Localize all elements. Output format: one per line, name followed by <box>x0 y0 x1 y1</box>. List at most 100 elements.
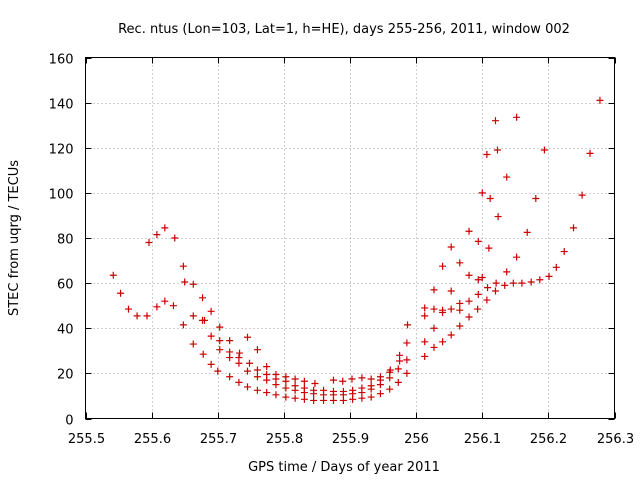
data-point <box>596 96 604 104</box>
data-point <box>199 350 207 358</box>
x-tick-label: 256.3 <box>597 432 634 447</box>
data-point <box>339 387 347 395</box>
data-point <box>465 271 473 279</box>
data-point <box>244 333 252 341</box>
data-point <box>161 297 169 305</box>
data-point <box>367 375 375 383</box>
data-point <box>485 244 493 252</box>
data-point <box>179 262 187 270</box>
data-point <box>421 338 429 346</box>
tick-labels: 255.5 255.6 255.7 255.8 255.9 256 256.1 256.2 25… <box>49 53 634 448</box>
grid <box>85 57 615 419</box>
data-point <box>484 284 492 292</box>
data-point <box>483 151 491 159</box>
data-point <box>263 371 271 379</box>
data-point <box>199 294 207 302</box>
data-point <box>394 365 402 373</box>
data-point <box>570 224 578 232</box>
y-tick-label: 120 <box>49 143 74 158</box>
data-point <box>253 366 261 374</box>
data-point <box>394 378 402 386</box>
data-point <box>447 287 455 295</box>
data-point <box>282 373 290 381</box>
data-point <box>430 324 438 332</box>
data-point <box>491 287 499 295</box>
data-point <box>404 321 412 329</box>
data-point <box>456 322 464 330</box>
data-point <box>447 305 455 313</box>
data-point <box>545 272 553 280</box>
data-point <box>272 371 280 379</box>
data-point <box>376 390 384 398</box>
data-point <box>189 280 197 288</box>
data-point <box>263 363 271 371</box>
data-point <box>536 276 544 284</box>
data-point <box>439 338 447 346</box>
data-point <box>421 304 429 312</box>
data-point <box>143 312 151 320</box>
data-point <box>456 306 464 314</box>
data-point <box>578 191 586 199</box>
y-tick-label: 40 <box>57 323 74 338</box>
data-point <box>291 382 299 390</box>
data-point <box>465 313 473 321</box>
data-point <box>216 323 224 331</box>
x-tick-label: 255.6 <box>134 432 171 447</box>
data-point <box>133 312 141 320</box>
data-point <box>236 349 244 357</box>
data-point <box>513 253 521 261</box>
x-tick-label: 255.9 <box>332 432 369 447</box>
data-point <box>503 173 511 181</box>
data-point <box>491 117 499 125</box>
data-point <box>179 321 187 329</box>
data-point <box>235 354 243 362</box>
data-point <box>282 393 290 401</box>
data-point <box>486 195 494 203</box>
data-point <box>376 373 384 381</box>
data-point <box>447 243 455 251</box>
data-point <box>216 346 224 354</box>
axis-ticks <box>85 57 616 420</box>
data-point <box>518 279 526 287</box>
data-point <box>474 237 482 245</box>
x-tick-label: 255.8 <box>266 432 303 447</box>
data-point <box>244 383 252 391</box>
data-point <box>456 259 464 267</box>
data-point <box>161 224 169 232</box>
data-point <box>169 302 177 310</box>
data-point <box>586 149 594 157</box>
data-point <box>474 290 482 298</box>
x-tick-label: 255.5 <box>68 432 105 447</box>
data-point <box>478 189 486 197</box>
data-point <box>124 305 132 313</box>
data-point <box>540 146 548 154</box>
data-point <box>226 348 234 356</box>
data-point <box>329 387 337 395</box>
x-tick-label: 256 <box>404 432 429 447</box>
data-point <box>145 239 153 247</box>
data-point <box>245 359 253 367</box>
data-point <box>367 393 375 401</box>
data-point <box>358 384 366 392</box>
data-point <box>403 356 411 364</box>
data-point <box>552 263 560 271</box>
data-point <box>253 386 261 394</box>
data-point <box>311 380 319 388</box>
data-point <box>396 351 404 359</box>
data-point <box>291 394 299 402</box>
data-point <box>509 279 517 287</box>
data-point <box>263 389 271 397</box>
data-point <box>492 279 500 287</box>
data-point <box>527 278 535 286</box>
data-point <box>560 248 568 256</box>
data-point <box>291 375 299 383</box>
y-tick-label: 140 <box>49 98 74 113</box>
data-point <box>386 366 394 374</box>
data-point <box>439 262 447 270</box>
x-tick-label: 256.2 <box>530 432 567 447</box>
data-point <box>386 385 394 393</box>
y-tick-label: 20 <box>57 368 74 383</box>
x-tick-label: 255.7 <box>200 432 237 447</box>
data-point <box>282 384 290 392</box>
data-point <box>244 367 252 375</box>
